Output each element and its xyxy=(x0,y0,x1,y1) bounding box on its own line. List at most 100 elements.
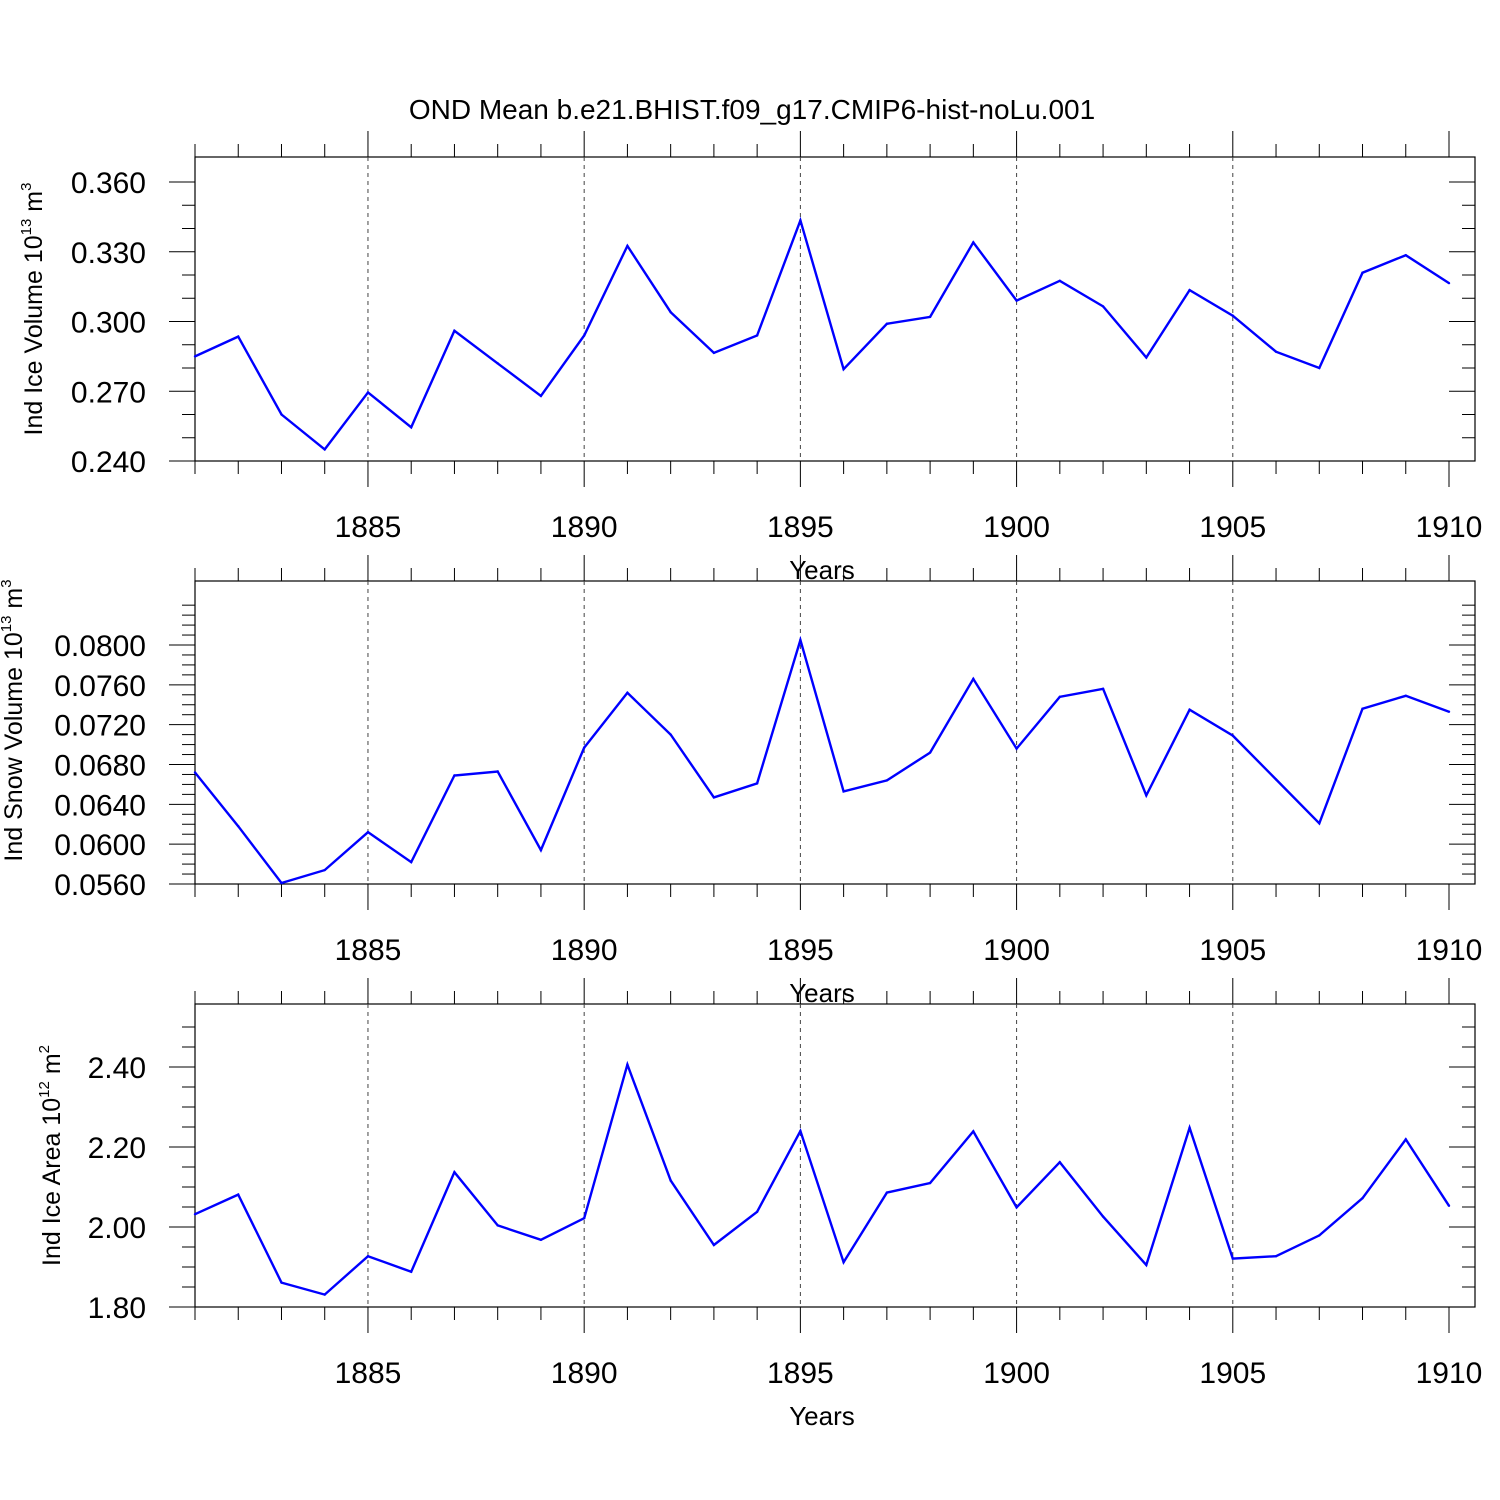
plot-frame xyxy=(194,580,1476,885)
data-point xyxy=(1015,747,1018,750)
y-axis-label: Ind Ice Volume 1013 m3 xyxy=(18,183,48,436)
series-line xyxy=(194,216,1450,452)
data-point xyxy=(885,779,889,782)
y-tick-label: 2.20 xyxy=(88,1132,146,1165)
data-point xyxy=(972,1130,975,1133)
data-point xyxy=(755,1210,759,1214)
data-point xyxy=(539,1238,543,1242)
y-axis-label: Ind Snow Volume 1013 m3 xyxy=(0,579,28,861)
data-point xyxy=(1447,710,1451,713)
y-tick-label: 0.360 xyxy=(71,167,146,200)
data-point xyxy=(1318,366,1321,370)
y-tick-label: 1.80 xyxy=(88,1292,146,1325)
data-point xyxy=(237,1193,240,1196)
data-point xyxy=(885,1191,889,1194)
data-point xyxy=(1101,305,1105,308)
data-point xyxy=(1231,314,1234,317)
x-tick-label: 1900 xyxy=(983,1357,1050,1390)
data-point xyxy=(928,1181,932,1185)
data-point xyxy=(193,1213,197,1216)
data-point xyxy=(410,426,413,429)
panels: 1885 1890 1895 1900 1905 1910 Years 0.240 0.270 0… xyxy=(0,131,1482,1431)
data-point xyxy=(280,413,283,416)
y-tick-label: 0.0640 xyxy=(54,789,146,822)
data-point xyxy=(237,825,240,828)
x-tick-label: 1885 xyxy=(335,934,402,967)
data-point xyxy=(193,355,197,358)
y-tick-label: 0.0560 xyxy=(54,869,146,902)
data-point xyxy=(1015,299,1018,302)
data-point xyxy=(669,311,672,314)
data-point xyxy=(1274,1255,1278,1258)
y-tick-label: 0.0600 xyxy=(54,829,146,862)
data-point xyxy=(972,241,975,244)
data-point xyxy=(582,1217,586,1220)
x-tick-label: 1885 xyxy=(335,1357,402,1390)
x-axis-label: Years xyxy=(789,1401,855,1431)
data-point xyxy=(712,796,716,799)
data-point xyxy=(1145,794,1148,797)
data-point xyxy=(626,244,629,248)
x-tick-label: 1910 xyxy=(1416,511,1483,544)
x-tick-label: 1900 xyxy=(983,934,1050,967)
y-tick-label: 2.00 xyxy=(88,1212,146,1245)
y-axis-label-unit: m xyxy=(20,191,48,219)
y-tick-label: 0.0800 xyxy=(54,630,146,663)
data-point xyxy=(1058,279,1062,283)
data-point xyxy=(1404,694,1407,697)
data-point xyxy=(755,782,759,785)
data-point xyxy=(280,881,283,885)
data-point xyxy=(1101,687,1105,691)
data-point xyxy=(582,746,586,749)
data-point xyxy=(1447,281,1451,285)
data-point xyxy=(1188,288,1191,292)
y-axis-label-exponent: 13 xyxy=(0,616,15,633)
data-point xyxy=(1101,1215,1105,1218)
data-point xyxy=(712,351,716,355)
data-point xyxy=(885,322,889,326)
y-axis-label-unit-exponent: 3 xyxy=(18,183,35,191)
plot-frame xyxy=(194,1003,1476,1308)
data-point xyxy=(496,770,499,773)
data-point xyxy=(1274,350,1278,353)
chart-panel-3: 1885 1890 1895 1900 1905 1910 Years 1.80 2.00 2.2… xyxy=(36,978,1482,1431)
x-tick-label: 1900 xyxy=(983,511,1050,544)
x-tick-label: 1910 xyxy=(1416,934,1483,967)
data-point xyxy=(712,1243,716,1247)
data-point xyxy=(1145,356,1148,359)
x-tick-label: 1895 xyxy=(767,511,834,544)
data-point xyxy=(1231,1257,1234,1260)
y-tick-label: 0.0720 xyxy=(54,710,146,743)
x-tick-label: 1905 xyxy=(1199,1357,1266,1390)
data-point xyxy=(842,790,845,793)
y-axis-label-unit: m xyxy=(0,588,28,616)
data-point xyxy=(1318,822,1321,825)
x-tick-label: 1885 xyxy=(335,511,402,544)
x-tick-label: 1890 xyxy=(551,511,618,544)
x-tick-label: 1910 xyxy=(1416,1357,1483,1390)
data-point xyxy=(1274,778,1278,781)
data-point xyxy=(453,1171,456,1174)
data-point xyxy=(539,848,543,852)
y-tick-label: 0.300 xyxy=(71,307,146,340)
data-point xyxy=(1361,271,1364,274)
data-point xyxy=(799,638,802,642)
data-point xyxy=(280,1281,283,1284)
y-axis-label-unit-exponent: 3 xyxy=(0,579,15,587)
data-point xyxy=(1058,1161,1062,1164)
data-point xyxy=(1404,1138,1407,1141)
plot-frame xyxy=(194,156,1476,462)
data-point xyxy=(972,677,975,681)
data-point xyxy=(1361,707,1364,710)
data-point xyxy=(1404,254,1407,257)
figure-title: OND Mean b.e21.BHIST.f09_g17.CMIP6-hist-… xyxy=(409,94,1095,125)
y-tick-label: 2.40 xyxy=(88,1052,146,1085)
data-point xyxy=(323,448,326,451)
data-point xyxy=(1231,734,1234,737)
y-axis-label-text: Ind Ice Area 10 xyxy=(38,1098,66,1266)
data-point xyxy=(366,831,370,834)
data-point xyxy=(928,751,932,754)
x-tick-label: 1905 xyxy=(1199,934,1266,967)
data-point xyxy=(366,391,370,394)
data-point xyxy=(1188,708,1191,711)
